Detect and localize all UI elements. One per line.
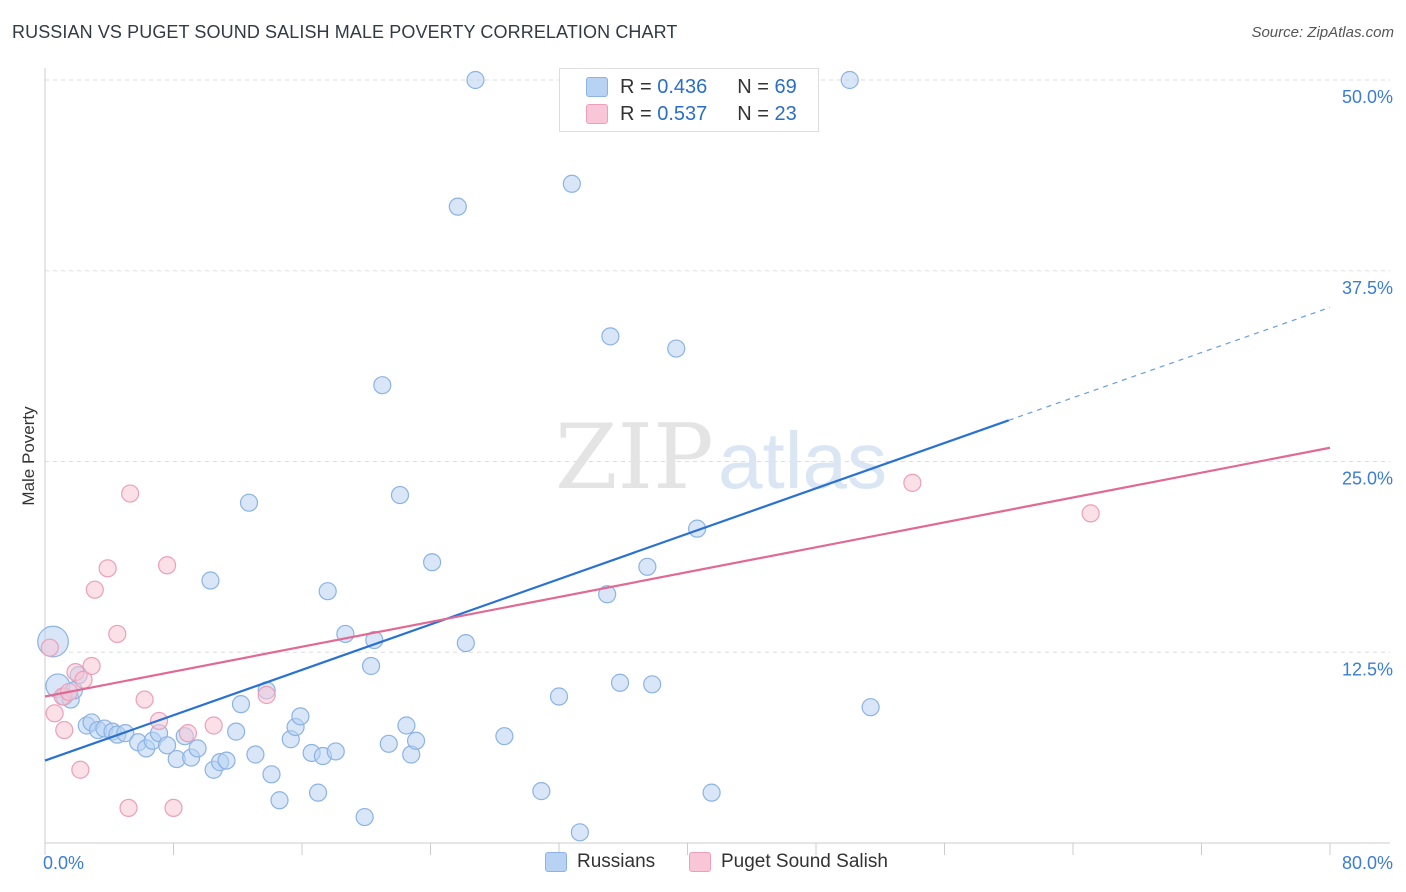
russians-point-28 — [239, 493, 259, 512]
russians-point-54 — [466, 70, 485, 90]
russians-point-55 — [495, 727, 514, 746]
stats-legend: R = 0.436 N = 69 R = 0.537 N = 23 — [559, 68, 819, 132]
legend-r-label: R = — [620, 75, 652, 98]
russians-point-44 — [365, 630, 384, 650]
puget-trend-line — [44, 446, 1331, 698]
russians-point-45 — [373, 376, 392, 395]
legend-swatch-russians — [586, 77, 608, 97]
russians-point-43 — [361, 656, 381, 676]
puget-point-14 — [135, 690, 154, 709]
puget-point-3 — [55, 720, 74, 740]
russians-point-26 — [227, 722, 246, 741]
russians-point-29 — [246, 745, 265, 764]
bottom-legend-label-puget: Puget Sound Salish — [721, 851, 888, 872]
y-tick-label-1: 25.0% — [1342, 469, 1393, 489]
axes — [44, 68, 1390, 855]
russians-point-67 — [702, 783, 721, 802]
russians-trend-extension — [1008, 306, 1331, 421]
legend-r-value-puget: 0.537 — [657, 102, 708, 125]
russians-point-47 — [390, 485, 410, 505]
bottom-legend-puget: Puget Sound Salish — [689, 851, 888, 873]
russians-point-39 — [318, 582, 337, 601]
russians-point-48 — [397, 716, 416, 735]
puget-sound-salish-points — [40, 473, 1100, 818]
russians-trend-line — [44, 419, 1010, 762]
russians-point-25 — [217, 751, 236, 770]
watermark-atlas: atlas — [718, 416, 887, 505]
russians-point-63 — [643, 675, 662, 694]
russians-point-40 — [326, 742, 345, 761]
russians-point-59 — [570, 823, 589, 842]
puget-point-13 — [121, 484, 140, 503]
puget-point-20 — [257, 685, 276, 705]
puget-point-11 — [108, 624, 127, 644]
russians-point-52 — [448, 197, 467, 216]
puget-point-8 — [82, 656, 101, 676]
legend-n-label: N = — [737, 102, 769, 125]
puget-point-17 — [164, 798, 183, 818]
russians-point-60 — [598, 585, 617, 604]
russians-point-27 — [231, 695, 251, 714]
russians-point-17 — [157, 736, 177, 755]
russians-points — [37, 70, 880, 842]
watermark-zip: ZIP — [555, 405, 714, 510]
legend-r-label: R = — [620, 102, 652, 125]
russians-point-46 — [379, 734, 398, 753]
russians-point-51 — [423, 553, 442, 572]
y-tick-label-3: 50.0% — [1342, 87, 1393, 107]
bottom-legend-russians: Russians — [545, 851, 655, 873]
watermark: ZIP atlas — [555, 405, 887, 510]
russians-point-31 — [262, 765, 281, 784]
russians-point-65 — [667, 339, 686, 358]
russians-point-68 — [840, 70, 859, 90]
russians-point-22 — [201, 571, 220, 590]
russians-point-42 — [355, 807, 374, 827]
russians-point-64 — [638, 557, 657, 576]
x-tick-label-1: 80.0% — [1342, 853, 1393, 873]
puget-point-16 — [157, 556, 177, 575]
russians-point-53 — [456, 633, 475, 653]
russians-point-56 — [532, 782, 551, 801]
bottom-legend-label-russians: Russians — [577, 851, 656, 872]
legend-row-puget: R = 0.537 N = 23 — [586, 101, 797, 127]
russians-point-35 — [291, 707, 310, 726]
russians-point-50 — [406, 731, 426, 750]
puget-point-12 — [119, 798, 138, 818]
puget-point-0 — [40, 638, 59, 657]
y-axis-label: Male Poverty — [19, 406, 38, 506]
puget-point-22 — [1081, 504, 1100, 523]
chart-title: RUSSIAN VS PUGET SOUND SALISH MALE POVER… — [12, 22, 678, 42]
legend-row-russians: R = 0.436 N = 69 — [586, 74, 797, 100]
puget-point-1 — [45, 704, 64, 723]
source-label: Source: ZipAtlas.com — [1251, 24, 1394, 41]
russians-point-69 — [861, 698, 880, 717]
legend-swatch-puget — [586, 104, 608, 124]
puget-point-6 — [71, 760, 90, 779]
y-tick-label-2: 37.5% — [1342, 278, 1393, 298]
russians-point-32 — [270, 791, 289, 810]
puget-point-19 — [204, 716, 223, 735]
russians-point-37 — [308, 783, 328, 802]
legend-n-label: N = — [737, 75, 769, 98]
bottom-legend-swatch-russians — [545, 852, 567, 872]
y-tick-label-0: 12.5% — [1342, 659, 1393, 679]
legend-n-value-russians: 69 — [774, 75, 797, 98]
russians-point-21 — [188, 739, 207, 758]
puget-point-18 — [178, 724, 198, 743]
legend-r-value-russians: 0.436 — [657, 75, 708, 98]
legend-n-value-puget: 23 — [774, 102, 797, 125]
bottom-legend-swatch-puget — [689, 852, 711, 872]
russians-point-58 — [562, 174, 581, 193]
russians-point-57 — [549, 687, 569, 706]
puget-point-10 — [98, 559, 117, 578]
russians-point-62 — [610, 673, 630, 692]
x-tick-label-0: 0.0% — [43, 853, 84, 873]
tick-labels: 12.5% 25.0% 37.5% 50.0% 0.0% 80.0% — [43, 87, 1393, 873]
puget-point-21 — [903, 473, 922, 492]
puget-point-9 — [85, 580, 104, 599]
trend-lines — [44, 306, 1331, 762]
russians-point-61 — [601, 327, 620, 346]
